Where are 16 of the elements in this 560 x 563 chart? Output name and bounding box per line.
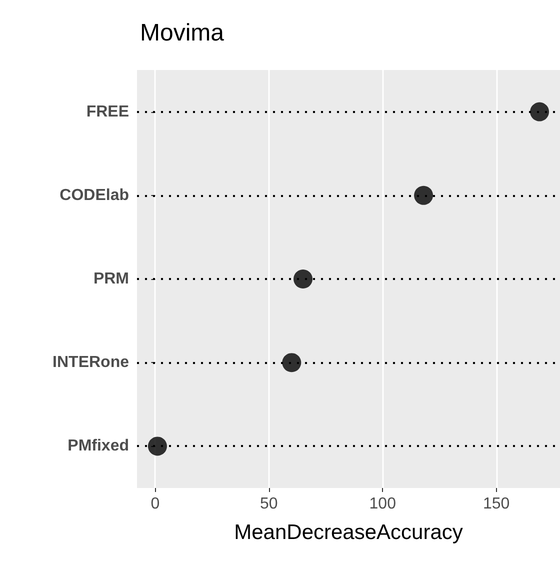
point <box>530 102 550 122</box>
y-tick-label: PRM <box>93 270 129 288</box>
x-axis-title: MeanDecreaseAccuracy <box>234 521 464 544</box>
y-tick-label: FREE <box>86 103 130 120</box>
x-tick-label: 50 <box>260 496 278 512</box>
point <box>282 353 302 372</box>
y-tick-label: INTERone <box>52 354 130 372</box>
chart-title: Movima <box>140 20 225 46</box>
x-tick-label: 0 <box>150 496 160 512</box>
point <box>294 270 313 288</box>
point <box>148 436 167 456</box>
x-tick-label: 100 <box>369 496 396 512</box>
y-tick-label: PMfixed <box>68 438 129 455</box>
point <box>414 186 434 205</box>
x-tick-label: 150 <box>482 496 510 512</box>
y-tick-label: CODElab <box>60 186 130 204</box>
